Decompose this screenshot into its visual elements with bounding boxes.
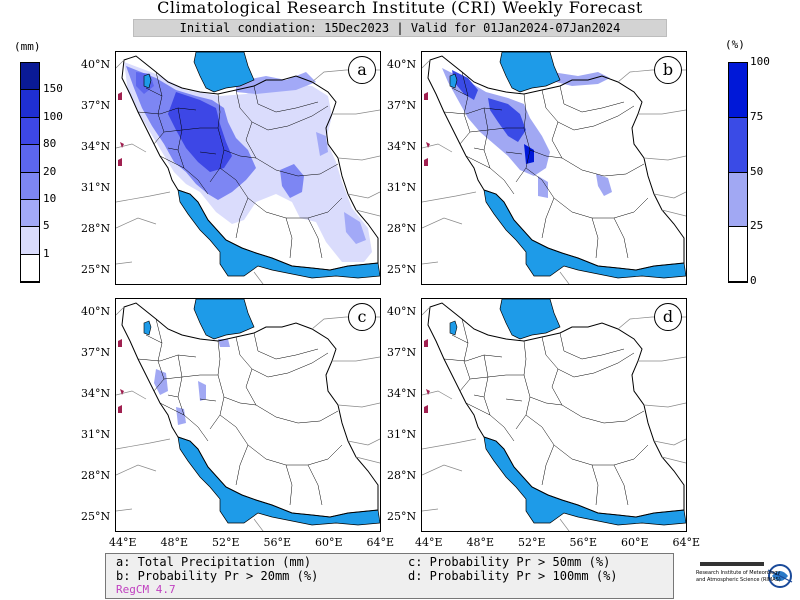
precip-color-1 [21,90,39,118]
precip-colorbar [20,62,40,283]
longitude-tick-label: 44°E [415,536,443,549]
legend-item-a: a: Total Precipitation (mm) [116,555,312,569]
map-d-canvas [421,298,687,544]
latitude-tick-label: 31°N [387,181,417,194]
latitude-tick-label: 37°N [387,99,417,112]
map-a-canvas [115,51,381,297]
precip-color-5 [21,199,39,228]
probability-colorbar [728,62,748,283]
logo-line-1: Research Institute of Meteorology [696,570,781,576]
latitude-tick-label: 34°N [81,140,111,153]
iran-map [421,298,687,544]
coastline-marks [424,339,430,413]
longitude-tick-label: 60°E [621,536,649,549]
latitude-tick-label: 34°N [81,387,111,400]
latitude-tick-label: 31°N [81,181,111,194]
map-panel-d: d [421,298,687,544]
precip-tick-label: 5 [43,219,50,233]
longitude-tick-label: 56°E [263,536,292,549]
latitude-tick-label: 34°N [387,387,417,400]
precip-color-6 [21,227,39,255]
prob-tick-label: 75 [750,109,764,123]
legend-box: a: Total Precipitation (mm) b: Probabili… [105,553,674,599]
prob-tick-label: 0 [750,274,757,287]
colorbar-left-unit: (mm) [14,40,41,53]
iran-map [115,298,381,544]
precip-color-7 [21,254,39,282]
latitude-tick-label: 28°N [81,222,111,235]
legend-item-c: c: Probability Pr > 50mm (%) [408,555,611,569]
legend-item-d: d: Probability Pr > 100mm (%) [408,569,618,583]
latitude-tick-label: 25°N [81,510,111,523]
model-name: RegCM 4.7 [116,583,176,596]
colorbar-right-unit: (%) [725,38,745,51]
longitude-tick-label: 52°E [212,536,240,549]
latitude-tick-label: 34°N [387,140,417,153]
latitude-tick-label: 37°N [81,346,111,359]
prob-tick-label: 100 [750,55,770,68]
latitude-tick-label: 40°N [387,305,417,318]
longitude-tick-label: 44°E [109,536,137,549]
latitude-tick-label: 37°N [81,99,111,112]
panel-label-b: b [654,56,682,84]
logo-emblem [700,562,793,588]
precip-tick-label: 1 [43,246,50,260]
map-panel-b: b [421,51,687,297]
precip-tick-label: 10 [43,191,57,205]
longitude-tick-label: 60°E [315,536,343,549]
longitude-tick-label: 56°E [569,536,598,549]
longitude-tick-label: 64°E [672,536,701,549]
precip-color-4 [21,172,39,200]
logo-line-2: and Atmospheric Science (RIMAS) [696,577,781,583]
latitude-tick-label: 40°N [387,58,417,71]
map-panel-c: c [115,298,381,544]
precip-color-2 [21,117,39,146]
forecast-subtitle: Initial condiation: 15Dec2023 | Valid fo… [133,19,667,37]
prob-color-2 [729,172,747,228]
prob-tick-label: 25 [750,219,764,233]
institute-logo: Research Institute of Meteorology and At… [688,556,798,596]
coastline-marks [118,339,124,413]
latitude-tick-label: 31°N [81,428,111,441]
prob-tick-label: 50 [750,164,764,178]
longitude-tick-label: 64°E [366,536,395,549]
map-b-canvas [421,51,687,297]
map-c-canvas [115,298,381,544]
latitude-tick-label: 28°N [387,469,417,482]
panel-label-d: d [654,303,682,331]
prob-color-0 [729,63,747,118]
latitude-tick-label: 40°N [81,58,111,71]
precip-color-0 [21,63,39,91]
latitude-tick-label: 25°N [387,263,417,276]
page-title: Climatological Research Institute (CRI) … [157,0,643,17]
latitude-tick-label: 25°N [81,263,111,276]
precip-tick-label: 100 [43,109,63,123]
panel-label-c: c [348,303,376,331]
latitude-tick-label: 37°N [387,346,417,359]
coastline-marks [424,92,430,166]
precip-tick-label: 150 [43,82,63,96]
longitude-tick-label: 48°E [466,536,495,549]
latitude-tick-label: 40°N [81,305,111,318]
probability-field [154,339,230,425]
prob-color-1 [729,117,747,173]
panel-label-a: a [348,56,376,84]
longitude-tick-label: 48°E [160,536,189,549]
coastline-marks [118,92,124,166]
legend-item-b: b: Probability Pr > 20mm (%) [116,569,319,583]
map-panel-a: a [115,51,381,297]
precip-tick-label: 20 [43,164,57,178]
precip-tick-label: 80 [43,137,57,151]
latitude-tick-label: 31°N [387,428,417,441]
prob-color-3 [729,227,747,282]
latitude-tick-label: 28°N [387,222,417,235]
longitude-tick-label: 52°E [518,536,546,549]
latitude-tick-label: 28°N [81,469,111,482]
latitude-tick-label: 25°N [387,510,417,523]
precip-color-3 [21,145,39,173]
